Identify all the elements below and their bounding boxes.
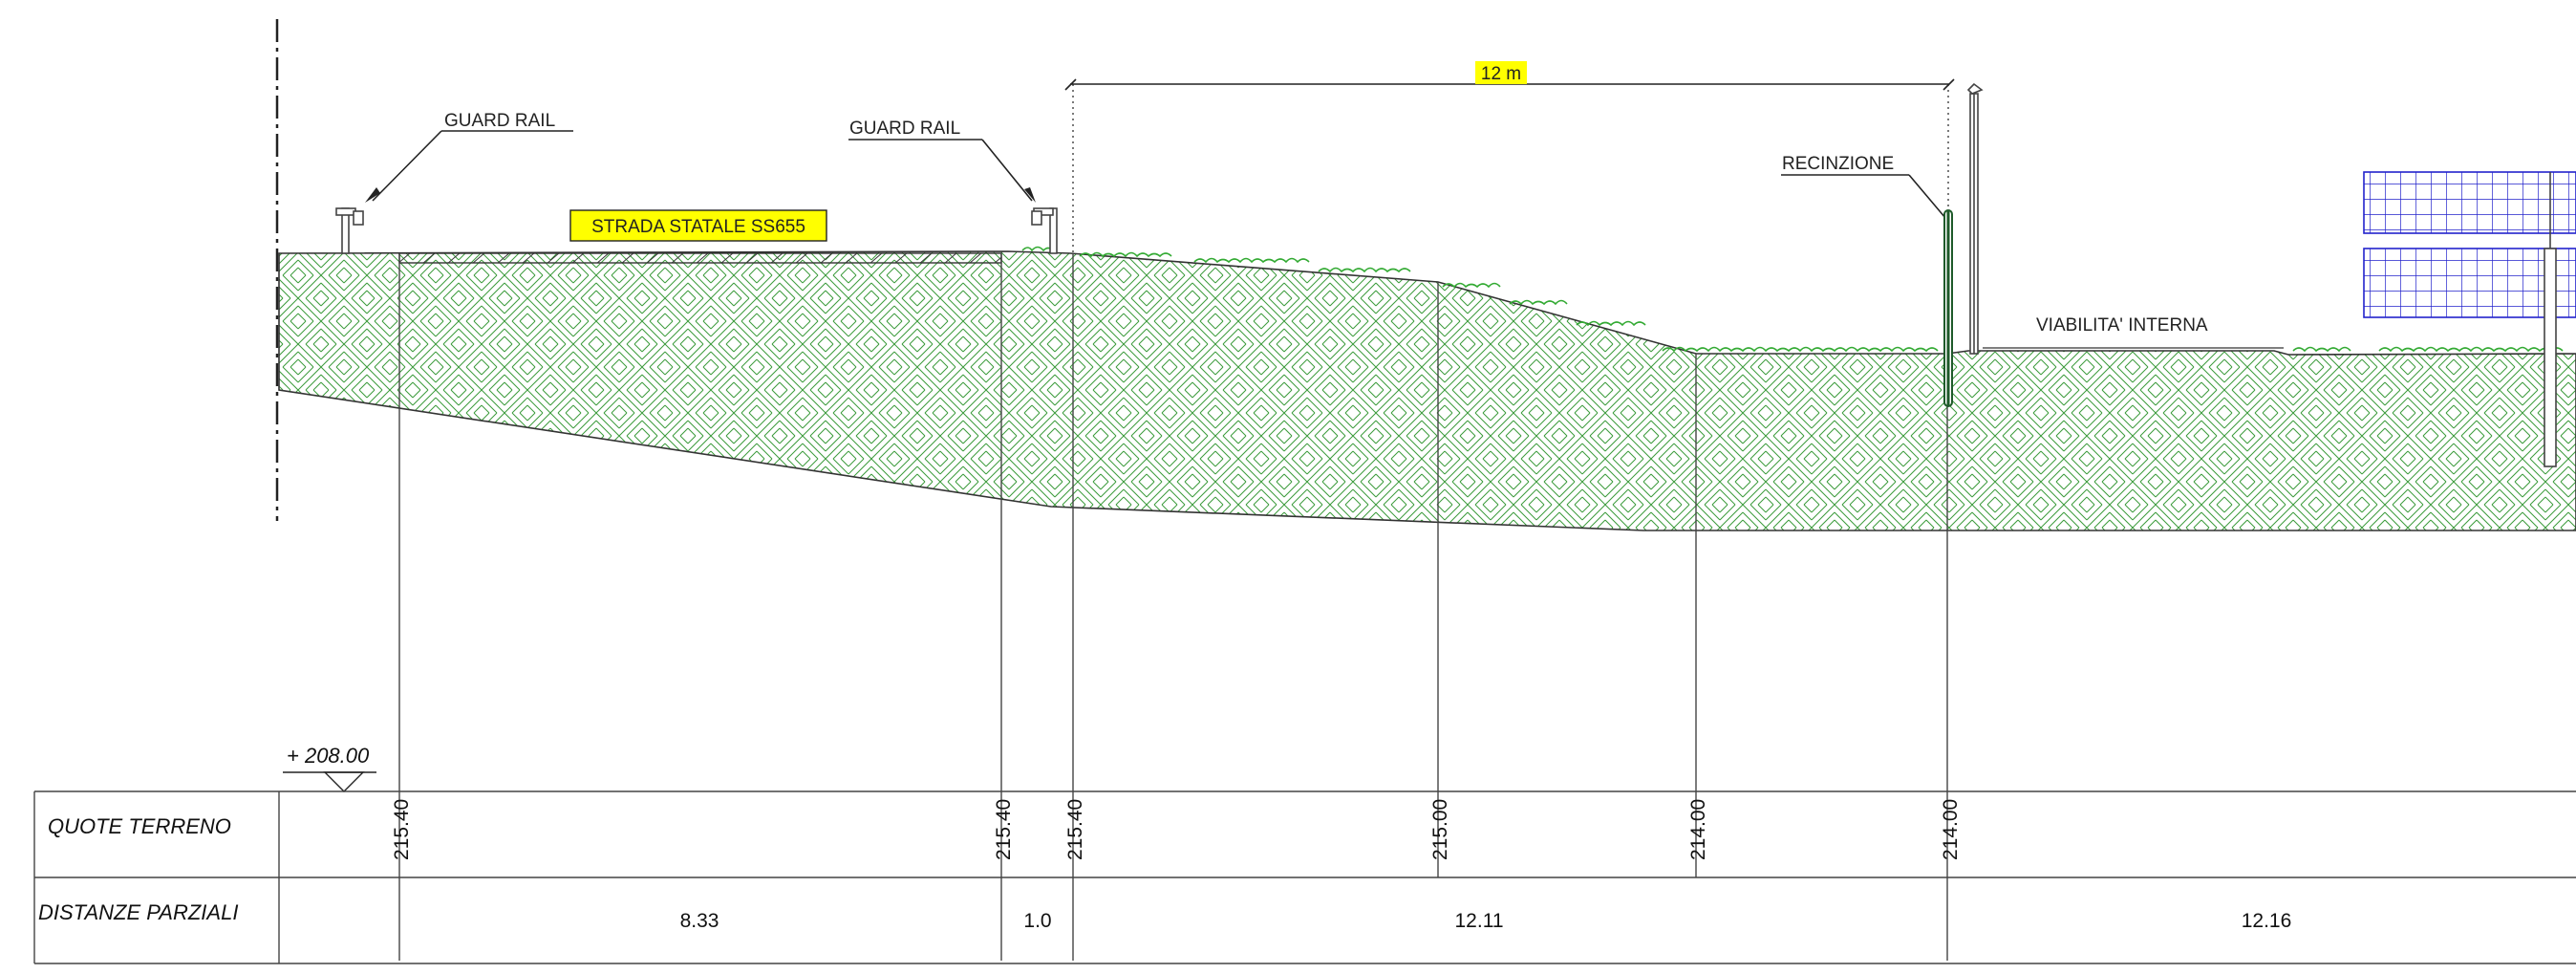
grass-embankment bbox=[1021, 246, 2564, 353]
quote-value: 214.00 bbox=[1940, 799, 1962, 860]
datum-label: + 208.00 bbox=[287, 744, 370, 768]
solar-panel-lower bbox=[2363, 248, 2576, 318]
guard-rail-label-left: GUARD RAIL bbox=[444, 111, 555, 131]
quote-value: 215.40 bbox=[391, 799, 413, 860]
recinzione-label: RECINZIONE bbox=[1782, 154, 1894, 174]
quote-value: 215.40 bbox=[993, 799, 1015, 860]
quote-value: 215.40 bbox=[1064, 799, 1086, 860]
light-pole-icon bbox=[1966, 82, 1984, 355]
road-label: STRADA STATALE SS655 bbox=[591, 217, 805, 237]
guard-rail-right-icon bbox=[1031, 207, 1058, 254]
viabilita-label: VIABILITA' INTERNA bbox=[2036, 315, 2208, 335]
distanza-value: 1.0 bbox=[1023, 910, 1051, 932]
road-label-bg bbox=[569, 209, 827, 242]
datum-triangle-icon bbox=[323, 771, 365, 792]
distanza-value: 12.11 bbox=[1455, 910, 1504, 932]
distanza-value: 8.33 bbox=[680, 910, 719, 932]
dimension-label-bg bbox=[1475, 61, 1527, 84]
dimension-label: 12 m bbox=[1481, 64, 1521, 84]
station-lines bbox=[398, 253, 1948, 961]
guard-rail-label-right: GUARD RAIL bbox=[849, 119, 960, 139]
quote-value: 214.00 bbox=[1687, 799, 1709, 860]
quote-value: 215.00 bbox=[1429, 799, 1451, 860]
soil-section bbox=[278, 250, 2576, 531]
leader-lines bbox=[372, 130, 1946, 219]
row-header-distanze: DISTANZE PARZIALI bbox=[38, 900, 238, 924]
leader-arrow-left bbox=[365, 187, 380, 203]
leader-arrow-right bbox=[1024, 187, 1036, 203]
solar-mount-post bbox=[2544, 172, 2557, 467]
fence-post-icon bbox=[1943, 209, 1953, 407]
data-table-grid bbox=[33, 790, 2576, 964]
distanza-value: 12.16 bbox=[2242, 910, 2292, 932]
solar-panel-upper bbox=[2363, 171, 2576, 234]
guard-rail-left-icon bbox=[335, 207, 364, 254]
road-asphalt bbox=[398, 252, 1002, 264]
row-header-quote: QUOTE TERRENO bbox=[48, 814, 231, 838]
